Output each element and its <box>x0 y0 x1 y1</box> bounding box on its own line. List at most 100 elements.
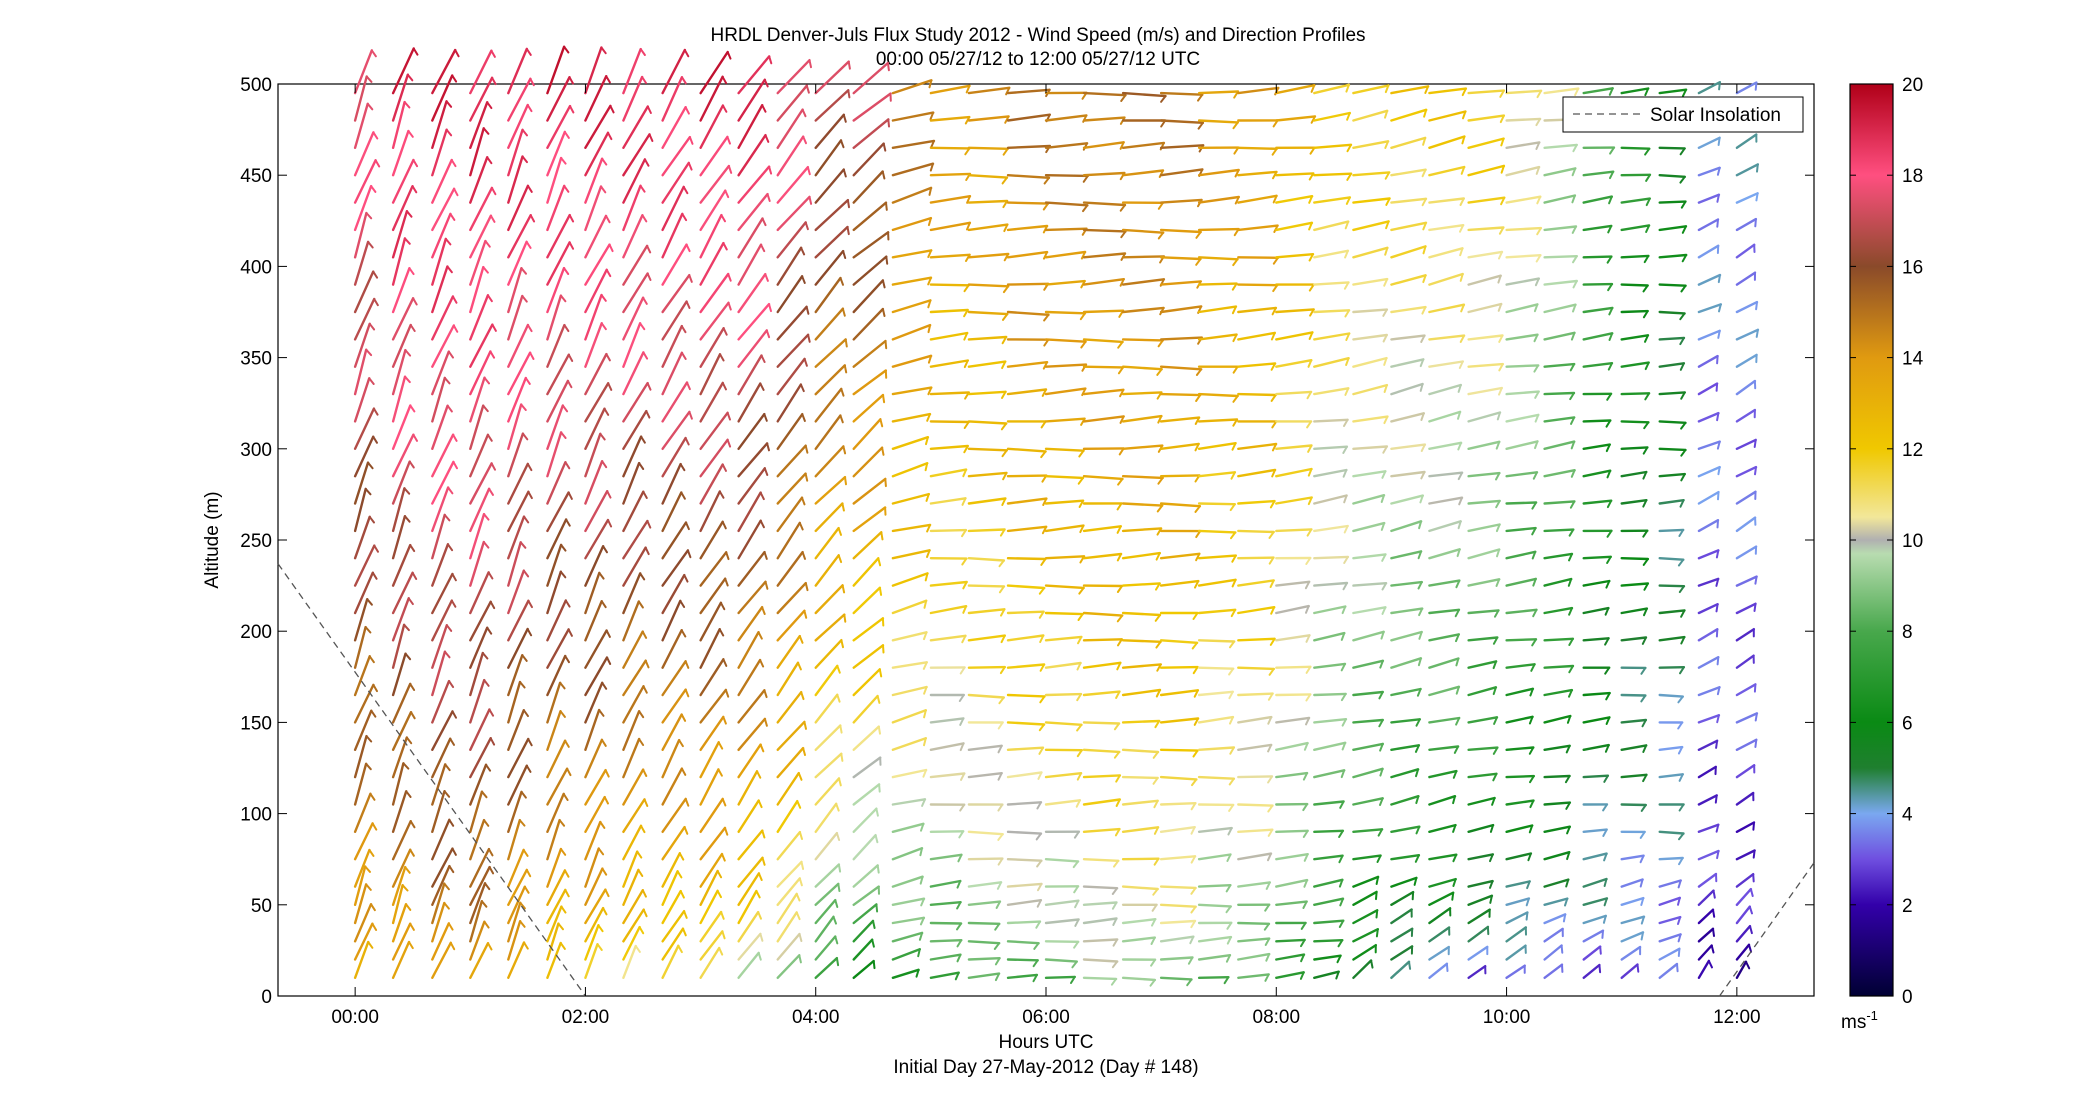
wind-barb-shaft <box>1082 938 1119 943</box>
wind-barb-shaft <box>391 515 407 560</box>
wind-barb-feather <box>1032 959 1039 968</box>
wind-barb-feather <box>881 279 886 289</box>
wind-barb-shaft <box>1467 853 1495 861</box>
wind-barb-feather <box>638 462 645 470</box>
wind-barb-shaft <box>622 490 645 533</box>
wind-barb-feather <box>1153 857 1160 866</box>
wind-barb-feather <box>1270 331 1276 341</box>
wind-barb-shaft <box>1121 826 1160 833</box>
wind-barb-feather <box>563 184 570 193</box>
wind-barb-shaft <box>967 252 1010 259</box>
wind-barb-shaft <box>1237 224 1279 232</box>
wind-barb-shaft <box>622 381 649 423</box>
wind-barb-feather <box>1500 196 1506 206</box>
wind-barb-feather <box>597 924 604 933</box>
wind-barb-shaft <box>1735 943 1751 961</box>
wind-barb-feather <box>1117 477 1124 486</box>
wind-barb-feather <box>1532 608 1538 618</box>
wind-barb-shaft <box>1352 944 1378 961</box>
wind-barb-shaft <box>431 404 449 450</box>
wind-barb-shaft <box>737 133 767 177</box>
wind-barb-feather <box>724 826 729 836</box>
wind-barb-shaft <box>1352 959 1373 979</box>
wind-barb-feather <box>488 708 495 717</box>
wind-barb-shaft <box>1006 940 1040 945</box>
wind-barb-shaft <box>1543 528 1575 533</box>
wind-barb-shaft <box>852 92 892 122</box>
wind-barb-shaft <box>391 209 409 259</box>
wind-barb-shaft <box>929 528 968 533</box>
wind-barb-shaft <box>1582 828 1608 833</box>
wind-barb-shaft <box>1082 917 1118 925</box>
wind-barb-feather <box>677 944 683 954</box>
wind-barb-shaft <box>699 551 728 587</box>
wind-barb-shaft <box>1697 577 1720 587</box>
wind-barb-shaft <box>1237 881 1272 888</box>
wind-barb-shaft <box>391 129 410 177</box>
wind-barb-shaft <box>1082 252 1127 259</box>
wind-barb-shaft <box>891 685 928 697</box>
wind-barb-shaft <box>1159 144 1205 150</box>
wind-barb-shaft <box>1313 468 1348 478</box>
wind-barb-shaft <box>546 353 570 396</box>
wind-barb-feather <box>448 818 455 827</box>
wind-barb-feather <box>965 253 971 262</box>
wind-barb-shaft <box>1237 86 1280 95</box>
wind-barb-feather <box>1459 224 1465 233</box>
wind-barb-shaft <box>1121 688 1162 697</box>
wind-barb-feather <box>1073 830 1080 839</box>
wind-barb-feather <box>367 461 374 470</box>
wind-barb-feather <box>483 920 490 929</box>
wind-barb-shaft <box>1735 960 1748 979</box>
wind-barb-shaft <box>1582 499 1613 505</box>
wind-barb-shaft <box>1159 775 1198 781</box>
wind-barb-feather <box>1459 197 1465 206</box>
wind-barb-feather <box>1605 580 1611 589</box>
wind-barb-shaft <box>1044 858 1080 863</box>
wind-barb-feather <box>882 142 887 152</box>
wind-barb-feather <box>1190 920 1196 929</box>
wind-barb-shaft <box>431 650 447 697</box>
wind-barb-feather <box>882 644 885 654</box>
wind-barb-feather <box>1717 466 1721 476</box>
wind-barb-shaft <box>814 863 841 888</box>
wind-barb-shaft <box>929 879 962 888</box>
wind-barb-feather <box>1383 384 1388 393</box>
wind-barb-shaft <box>661 274 691 314</box>
wind-barb-feather <box>487 942 493 951</box>
wind-barb-feather <box>1310 84 1316 93</box>
wind-barb-feather <box>563 130 570 139</box>
wind-barb-feather <box>1149 978 1156 987</box>
wind-barb-shaft <box>469 600 492 642</box>
wind-barb-shaft <box>507 627 529 669</box>
wind-barb-feather <box>834 935 839 945</box>
wind-barb-shaft <box>661 381 689 423</box>
wind-barb-shaft <box>1735 575 1758 587</box>
wind-barb-shaft <box>852 938 874 961</box>
wind-barb-shaft <box>546 869 567 906</box>
wind-barb-shaft <box>929 580 968 587</box>
wind-barb-shaft <box>431 376 446 423</box>
wind-barb-feather <box>1606 255 1613 264</box>
wind-barb-shaft <box>584 268 608 314</box>
wind-barb-feather <box>519 541 527 549</box>
wind-barb-shaft <box>1505 165 1541 177</box>
wind-barb-shaft <box>1390 334 1426 341</box>
wind-barb-shaft <box>1313 172 1353 177</box>
wind-barb-feather <box>1754 466 1757 476</box>
wind-barb-feather <box>1455 657 1460 667</box>
wind-barb-feather <box>1642 499 1648 508</box>
wind-barb-feather <box>954 971 960 981</box>
wind-barb-feather <box>638 738 645 746</box>
wind-barb-shaft <box>469 265 485 314</box>
wind-barb-feather <box>1639 830 1646 839</box>
wind-barb-shaft <box>391 903 408 943</box>
wind-barb-shaft <box>1467 386 1504 396</box>
wind-barb-feather <box>1526 880 1531 890</box>
wind-barb-shaft <box>891 599 928 615</box>
wind-barb-feather <box>1195 552 1201 562</box>
wind-barb-feather <box>446 404 453 413</box>
wind-barb-shaft <box>546 104 572 150</box>
wind-barb-shaft <box>1237 170 1278 177</box>
wind-barb-feather <box>956 901 962 910</box>
